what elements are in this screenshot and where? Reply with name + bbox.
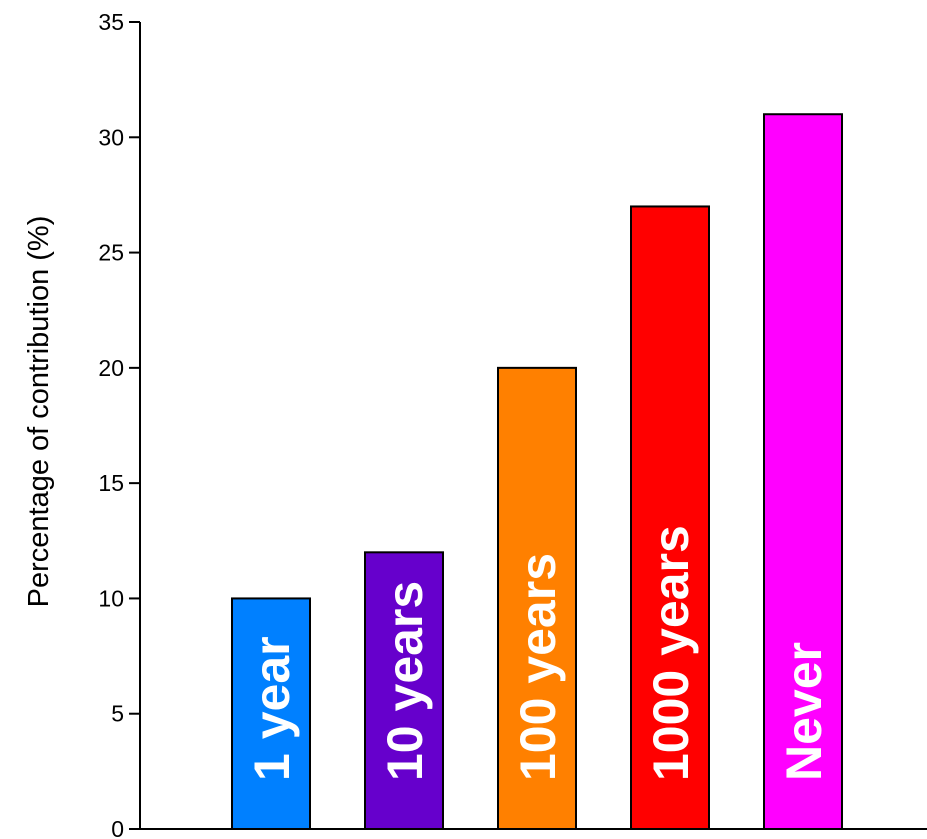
bar-label: 1000 years <box>643 525 699 781</box>
bar-label: Never <box>776 642 832 781</box>
y-tick-label: 0 <box>111 816 124 839</box>
bar <box>231 597 311 831</box>
y-tick-label: 25 <box>98 240 124 266</box>
bar <box>497 366 577 830</box>
bars <box>231 113 843 831</box>
y-tick-label: 35 <box>98 9 124 35</box>
y-axis-title: Percentage of contribution (%) <box>23 216 55 608</box>
y-tick-label: 20 <box>98 355 124 381</box>
y-tick-label: 15 <box>98 470 124 496</box>
y-tick-label: 30 <box>98 124 124 150</box>
y-axis-ticks: 0 5 10 15 20 25 30 35 <box>98 9 140 839</box>
y-tick-label: 5 <box>111 701 124 727</box>
bar <box>763 113 843 830</box>
bar-label: 10 years <box>377 581 433 781</box>
bar-label: 1 year <box>244 636 300 781</box>
y-tick-label: 10 <box>98 585 124 611</box>
bar-label: 100 years <box>510 553 566 781</box>
bar <box>630 205 710 830</box>
bar-labels: 1 year 10 years 100 years 1000 years Never <box>244 525 832 781</box>
